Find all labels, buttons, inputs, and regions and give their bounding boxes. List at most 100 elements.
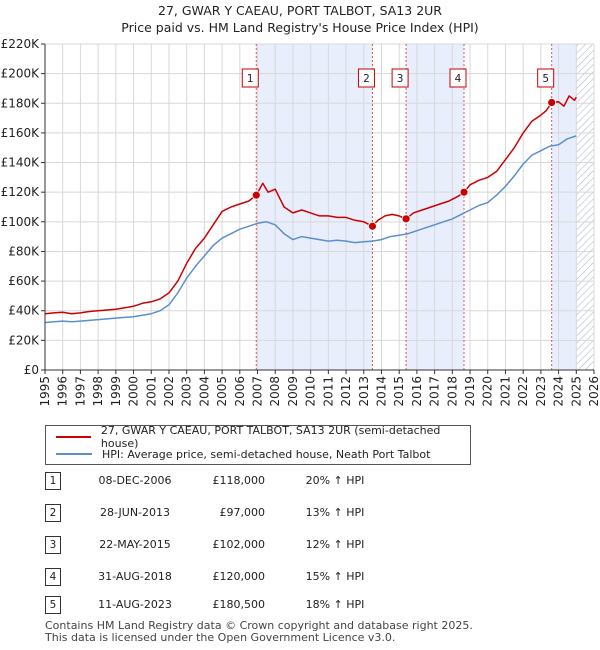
ownership-shade xyxy=(256,44,373,370)
footer: Contains HM Land Registry data © Crown c… xyxy=(45,620,473,644)
y-tick-label: £80K xyxy=(8,244,40,258)
transaction-date: 11-AUG-2023 xyxy=(98,598,172,611)
x-tick-label: 2003 xyxy=(180,376,194,407)
table-row: 3 22-MAY-2015 £102,000 12% ↑ HPI xyxy=(45,536,545,554)
transaction-marker-box xyxy=(357,68,375,88)
price-chart: 1 2 3 4 5 £0 £20K £40K £60K £80K £100K £120K £140K £… xyxy=(1,37,600,407)
transaction-marker-label: 1 xyxy=(247,73,254,85)
transaction-number: 1 xyxy=(45,472,61,490)
transaction-marker-box xyxy=(449,68,467,88)
chart-title: 27, GWAR Y CAEAU, PORT TALBOT, SA13 2UR xyxy=(158,3,442,18)
legend-label-hpi: HPI: Average price, semi-detached house,… xyxy=(102,447,431,461)
x-tick-label: 1998 xyxy=(91,376,105,407)
x-tick-label: 2025 xyxy=(569,376,583,407)
footer-license: This data is licensed under the Open Gov… xyxy=(45,631,396,644)
transaction-hpi: 18% ↑ HPI xyxy=(305,598,365,611)
x-tick-label: 2020 xyxy=(481,376,495,407)
x-tick-label: 1997 xyxy=(73,376,87,407)
transaction-number: 5 xyxy=(45,596,61,614)
y-tick-label: £100K xyxy=(1,215,41,229)
x-tick-label: 2024 xyxy=(552,376,566,407)
x-tick-label: 2001 xyxy=(144,376,158,407)
y-tick-label: £220K xyxy=(1,37,41,51)
x-tick-label: 2017 xyxy=(428,376,442,407)
x-tick-label: 2013 xyxy=(357,376,371,407)
x-tick-label: 2021 xyxy=(498,376,512,407)
legend: 27, GWAR Y CAEAU, PORT TALBOT, SA13 2UR … xyxy=(45,424,471,465)
transaction-marker-box xyxy=(241,68,259,88)
x-tick-label: 2008 xyxy=(268,376,282,407)
sale-point xyxy=(401,214,411,224)
sale-point xyxy=(459,187,469,197)
transaction-hpi: 13% ↑ HPI xyxy=(305,506,365,519)
legend-line-property xyxy=(56,436,91,438)
y-tick-label: £60K xyxy=(8,274,40,288)
y-tick-label: £180K xyxy=(1,96,41,110)
x-tick-label: 2010 xyxy=(304,376,318,407)
y-tick-label: £160K xyxy=(1,126,41,140)
transaction-number: 3 xyxy=(45,536,61,554)
sale-point xyxy=(251,190,261,200)
x-tick-label: 2011 xyxy=(321,376,335,407)
x-tick-label: 2016 xyxy=(410,376,424,407)
series-line-property xyxy=(44,95,577,315)
table-row: 2 28-JUN-2013 £97,000 13% ↑ HPI xyxy=(45,504,545,522)
x-tick-label: 1999 xyxy=(109,376,123,407)
transaction-price: £97,000 xyxy=(219,506,266,519)
transaction-date: 22-MAY-2015 xyxy=(99,538,171,551)
y-tick-label: £140K xyxy=(1,156,41,170)
x-tick-label: 2015 xyxy=(392,376,406,407)
x-tick-label: 2023 xyxy=(534,376,548,407)
x-tick-label: 2018 xyxy=(445,376,459,407)
future-hatch xyxy=(576,44,594,370)
x-tick-label: 2026 xyxy=(587,376,600,407)
table-row: 1 08-DEC-2006 £118,000 20% ↑ HPI xyxy=(45,472,545,490)
x-tick-label: 2000 xyxy=(127,376,141,407)
sale-point xyxy=(368,221,377,231)
x-tick-label: 2004 xyxy=(197,376,211,407)
transaction-number: 4 xyxy=(45,568,61,586)
transaction-marker-label: 2 xyxy=(363,73,370,85)
transaction-marker-label: 5 xyxy=(542,73,549,85)
transaction-price: £118,000 xyxy=(212,474,266,487)
transaction-marker-label: 4 xyxy=(455,73,462,85)
table-row: 4 31-AUG-2018 £120,000 15% ↑ HPI xyxy=(45,568,545,586)
x-tick-label: 2005 xyxy=(215,376,229,407)
x-tick-label: 2002 xyxy=(162,376,176,407)
table-row: 5 11-AUG-2023 £180,500 18% ↑ HPI xyxy=(45,596,545,614)
x-tick-label: 2006 xyxy=(233,376,247,407)
transaction-price: £180,500 xyxy=(212,598,266,611)
y-tick-label: £200K xyxy=(1,67,41,81)
x-tick-label: 2022 xyxy=(516,376,530,407)
footer-copyright: Contains HM Land Registry data © Crown c… xyxy=(45,619,473,632)
transaction-marker-label: 3 xyxy=(397,73,404,85)
transaction-hpi: 20% ↑ HPI xyxy=(305,474,365,487)
transaction-date: 31-AUG-2018 xyxy=(98,570,172,583)
x-tick-label: 2007 xyxy=(251,376,265,407)
transaction-price: £102,000 xyxy=(212,538,266,551)
x-tick-label: 2019 xyxy=(463,376,477,407)
transaction-number: 2 xyxy=(45,504,61,522)
x-tick-label: 2009 xyxy=(286,376,300,407)
ownership-shade xyxy=(551,44,577,370)
transaction-marker-box xyxy=(537,68,555,88)
transaction-marker-box xyxy=(391,68,409,88)
y-tick-label: £40K xyxy=(8,304,40,318)
x-tick-label: 2014 xyxy=(374,376,388,407)
transaction-date: 08-DEC-2006 xyxy=(98,474,172,487)
y-tick-label: £0 xyxy=(24,363,39,377)
chart-subtitle: Price paid vs. HM Land Registry's House … xyxy=(121,20,479,35)
series-line-hpi xyxy=(44,135,577,324)
legend-item-property: 27, GWAR Y CAEAU, PORT TALBOT, SA13 2UR … xyxy=(56,424,470,450)
y-tick-label: £120K xyxy=(1,185,41,199)
y-tick-label: £20K xyxy=(8,333,40,347)
transaction-hpi: 15% ↑ HPI xyxy=(305,570,365,583)
legend-label-property: 27, GWAR Y CAEAU, PORT TALBOT, SA13 2UR … xyxy=(100,424,441,450)
x-tick-label: 1996 xyxy=(56,376,70,407)
x-tick-label: 1995 xyxy=(38,376,52,407)
transaction-date: 28-JUN-2013 xyxy=(99,506,171,519)
transaction-hpi: 12% ↑ HPI xyxy=(305,538,365,551)
legend-item-hpi: HPI: Average price, semi-detached house,… xyxy=(56,446,430,462)
x-tick-label: 2012 xyxy=(339,376,353,407)
legend-line-hpi xyxy=(56,453,92,455)
